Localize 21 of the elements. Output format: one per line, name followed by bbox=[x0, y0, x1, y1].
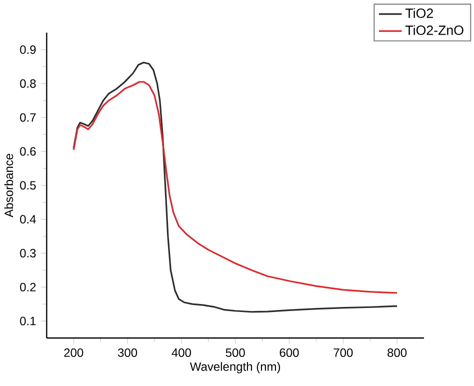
y-tick-label: 0.4 bbox=[20, 215, 36, 224]
x-tick-label: 300 bbox=[118, 348, 138, 357]
legend-label: TiO2 bbox=[405, 8, 433, 18]
y-tick-label: 0.1 bbox=[20, 316, 36, 326]
x-axis-title: Wavelength (nm) bbox=[190, 362, 280, 374]
y-tick-label: 0.8 bbox=[20, 79, 36, 88]
y-tick-label: 0.7 bbox=[20, 113, 36, 122]
line-series bbox=[72, 81, 398, 294]
legend-label: TiO2-ZnO bbox=[405, 25, 464, 35]
x-tick-label: 600 bbox=[280, 348, 299, 357]
y-tick-label: 0.6 bbox=[20, 147, 36, 156]
x-tick-label: 800 bbox=[388, 348, 407, 357]
y-axis-title: Absorbance bbox=[4, 154, 14, 218]
y-tick-label: 0.2 bbox=[20, 282, 36, 292]
x-tick-label: 700 bbox=[334, 348, 353, 357]
x-tick-label: 500 bbox=[226, 348, 245, 357]
x-tick-label: 200 bbox=[64, 348, 84, 357]
y-tick-label: 0.9 bbox=[20, 45, 36, 54]
x-tick-label: 400 bbox=[172, 348, 191, 357]
y-tick-label: 0.5 bbox=[20, 181, 36, 190]
y-tick-label: 0.3 bbox=[20, 248, 36, 258]
